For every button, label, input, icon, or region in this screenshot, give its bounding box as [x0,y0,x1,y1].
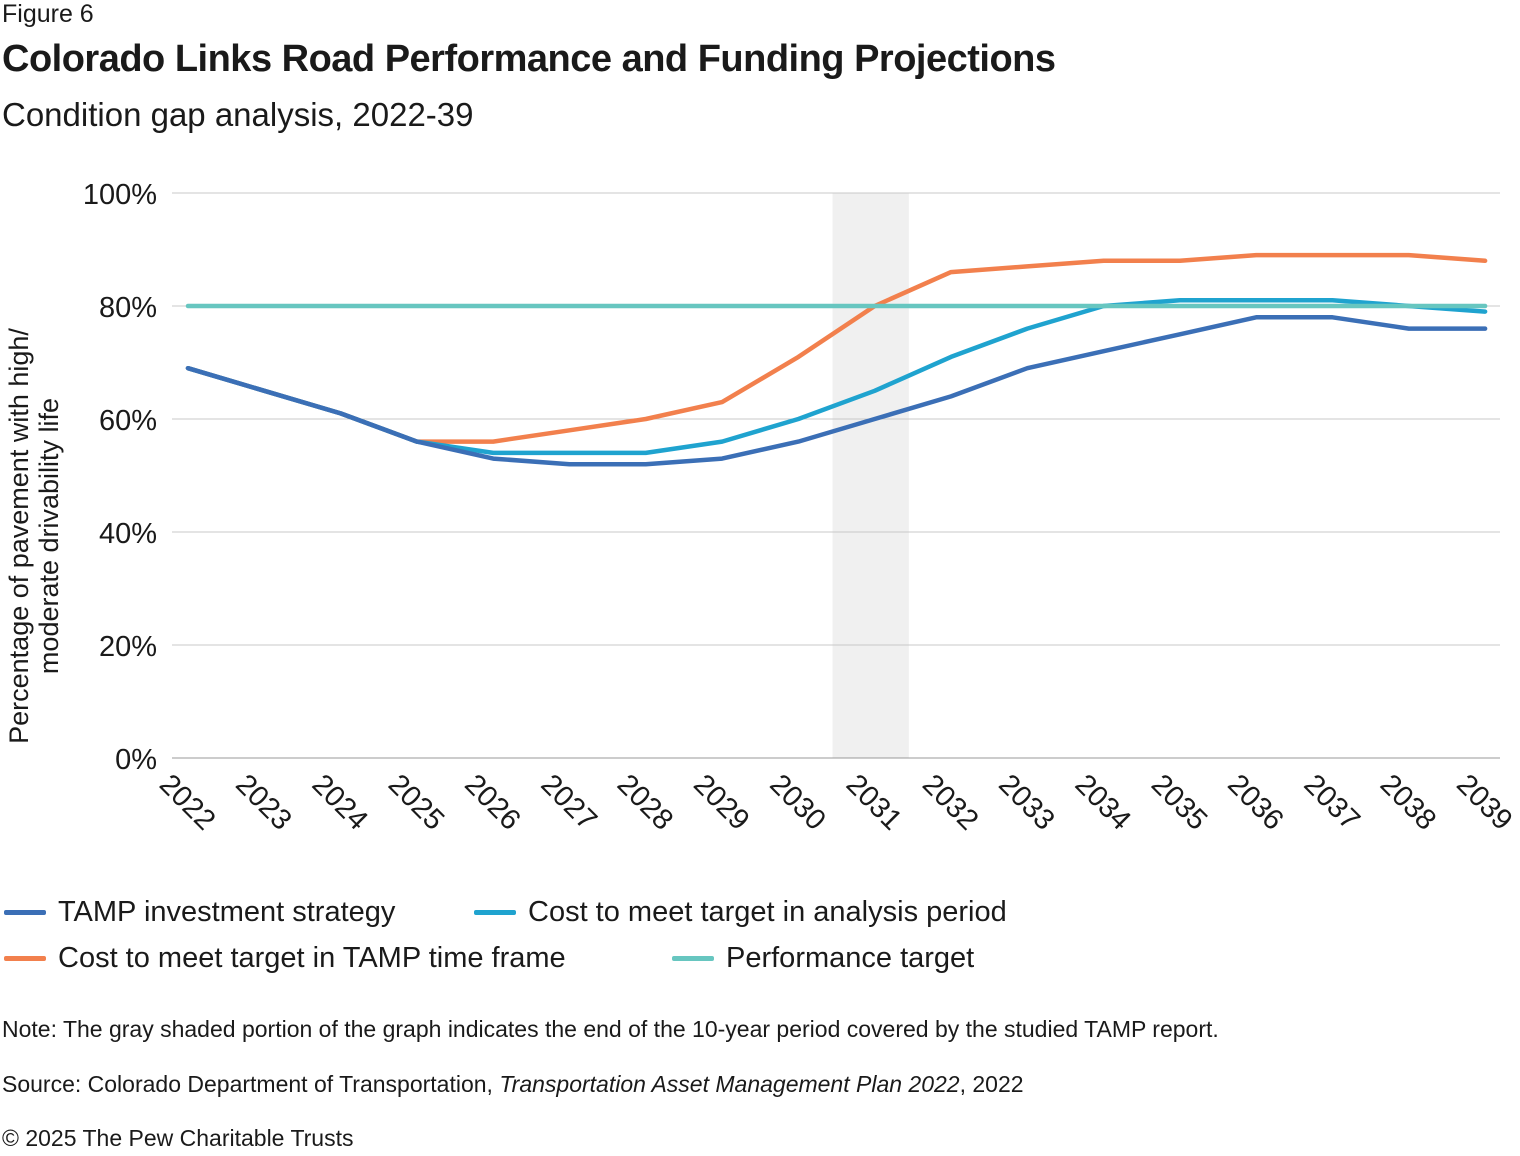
y-tick-label: 40% [99,518,157,550]
x-tick-label: 2033 [992,768,1060,836]
copyright: © 2025 The Pew Charitable Trusts [2,1125,354,1151]
chart-title: Colorado Links Road Performance and Fund… [2,38,1056,80]
x-tick-label: 2026 [458,768,526,836]
x-tick-label: 2032 [916,768,984,836]
chart-source: Source: Colorado Department of Transport… [2,1071,1024,1098]
y-tick-label: 100% [83,179,157,211]
line-chart: 0%20%40%60%80%100%2022 2023 2024 2025 2026 20… [4,179,1518,837]
x-tick-label: 2031 [840,768,908,836]
legend-swatch-analysis [474,910,516,915]
x-tick-label: 2025 [382,768,450,836]
legend-swatch-target [672,956,714,961]
legend-item-tamp-time: Cost to meet target in TAMP time frame [4,942,566,975]
x-tick-label: 2029 [687,768,755,836]
chart-note: Note: The gray shaded portion of the gra… [2,1016,1219,1042]
figure-label: Figure 6 [2,0,94,28]
legend-item-target: Performance target [672,942,974,975]
legend-label-target: Performance target [726,942,975,974]
x-tick-label: 2039 [1450,768,1518,836]
x-tick-label: 2023 [229,768,297,836]
x-tick-label: 2034 [1069,768,1137,836]
source-prefix: Source: Colorado Department of Transport… [2,1071,500,1097]
x-tick-label: 2036 [1221,768,1289,836]
y-axis-title-line2: moderate drivability life [34,398,64,674]
legend-swatch-tamp-time [4,956,46,961]
x-tick-label: 2038 [1374,768,1442,836]
legend-item-analysis: Cost to meet target in analysis period [474,896,1007,929]
chart-subtitle: Condition gap analysis, 2022-39 [2,96,474,133]
source-title: Transportation Asset Management Plan 202… [499,1071,960,1097]
y-tick-label: 80% [99,292,157,324]
x-tick-label: 2022 [153,768,221,836]
y-tick-label: 20% [99,631,157,663]
y-axis-title-line1: Percentage of pavement with high/ [4,328,34,744]
x-tick-label: 2028 [611,768,679,836]
y-tick-label: 0% [115,744,157,776]
x-tick-label: 2024 [306,768,374,836]
source-suffix: , 2022 [959,1071,1024,1097]
x-tick-label: 2027 [535,768,603,836]
shaded-period [832,193,909,758]
y-tick-label: 60% [99,405,157,437]
x-tick-label: 2035 [1145,768,1213,836]
legend-swatch-tamp [4,910,46,915]
series-line-tamp [185,315,1488,467]
y-axis-title: Percentage of pavement with high/moderat… [4,328,64,744]
legend-label-tamp: TAMP investment strategy [58,896,396,928]
legend-item-tamp: TAMP investment strategy [4,896,395,929]
x-tick-label: 2037 [1298,768,1366,836]
x-tick-label: 2030 [763,768,831,836]
legend-label-tamp-time: Cost to meet target in TAMP time frame [58,942,566,974]
legend-label-analysis: Cost to meet target in analysis period [528,896,1007,928]
